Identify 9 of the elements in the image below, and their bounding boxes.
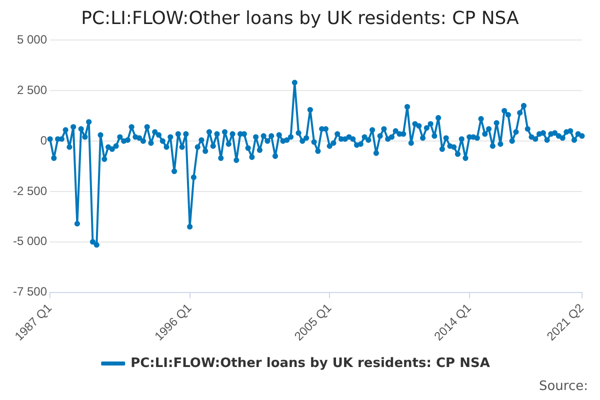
legend-label: PC:LI:FLOW:Other loans by UK residents: CP NSA (130, 356, 490, 371)
y-tick-label: -5 000 (12, 234, 48, 248)
y-tick-label: 5 000 (16, 32, 48, 47)
y-tick-label: -2 500 (12, 184, 48, 198)
source-note: Source: (538, 379, 588, 394)
y-tick-label: 0 (40, 133, 48, 148)
y-tick-label: 2 500 (16, 82, 48, 97)
y-tick-label: -7 500 (12, 284, 48, 299)
chart-title: PC:LI:FLOW:Other loans by UK residents: CP NSA (80, 8, 520, 29)
